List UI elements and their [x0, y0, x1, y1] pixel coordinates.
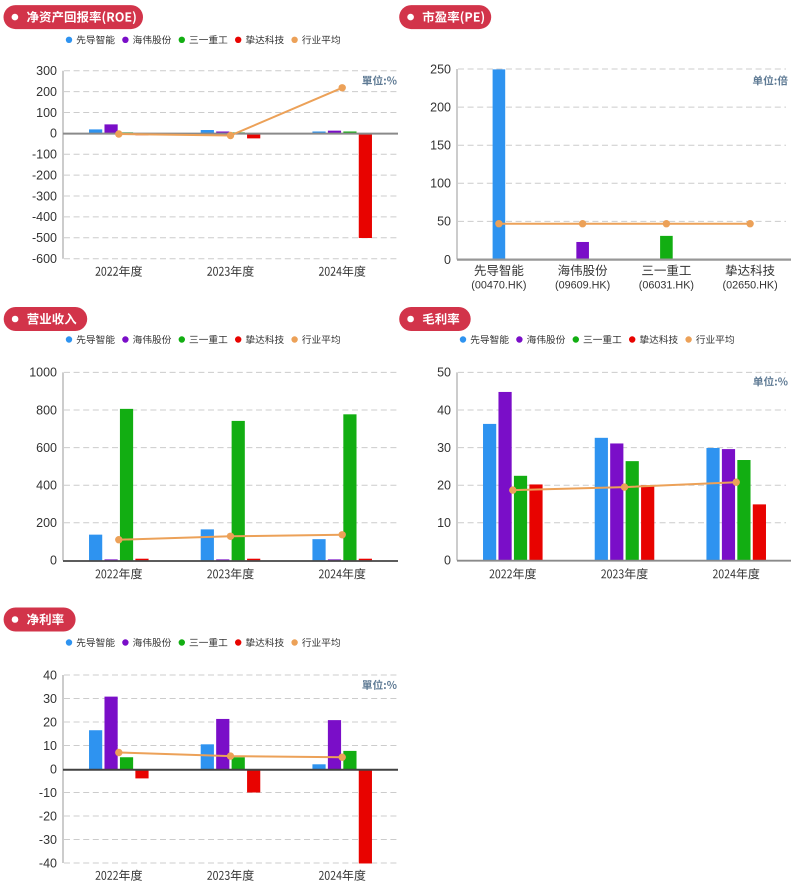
svg-text:100: 100: [430, 177, 451, 191]
svg-text:600: 600: [36, 441, 57, 455]
svg-text:400: 400: [36, 479, 57, 493]
svg-text:50: 50: [437, 366, 451, 380]
svg-text:800: 800: [36, 403, 57, 417]
svg-text:10: 10: [43, 739, 57, 753]
svg-text:0: 0: [50, 554, 57, 568]
svg-text:20: 20: [43, 715, 57, 729]
svg-text:50: 50: [437, 215, 451, 229]
svg-text:(02650.HK): (02650.HK): [722, 280, 777, 292]
svg-text:0: 0: [444, 253, 451, 267]
svg-text:10: 10: [437, 516, 451, 530]
svg-text:200: 200: [36, 516, 57, 530]
svg-text:30: 30: [437, 441, 451, 455]
svg-text:250: 250: [430, 62, 451, 76]
svg-text:-600: -600: [32, 252, 57, 266]
svg-text:-300: -300: [32, 189, 57, 203]
svg-text:40: 40: [437, 403, 451, 417]
svg-text:(09609.HK): (09609.HK): [555, 280, 610, 292]
svg-text:150: 150: [430, 139, 451, 153]
svg-text:200: 200: [36, 85, 57, 99]
svg-text:-200: -200: [32, 168, 57, 182]
svg-text:(06031.HK): (06031.HK): [639, 280, 694, 292]
svg-text:0: 0: [444, 554, 451, 568]
svg-text:-30: -30: [39, 833, 57, 847]
svg-text:-40: -40: [39, 856, 57, 870]
svg-text:-20: -20: [39, 809, 57, 823]
svg-text:100: 100: [36, 106, 57, 120]
svg-text:1000: 1000: [29, 366, 57, 380]
svg-text:-400: -400: [32, 210, 57, 224]
svg-text:-100: -100: [32, 148, 57, 162]
svg-text:200: 200: [430, 100, 451, 114]
svg-text:0: 0: [50, 127, 57, 141]
svg-text:40: 40: [43, 668, 57, 682]
svg-text:(00470.HK): (00470.HK): [471, 280, 526, 292]
svg-text:-500: -500: [32, 231, 57, 245]
svg-text:-10: -10: [39, 786, 57, 800]
svg-text:300: 300: [36, 64, 57, 78]
svg-text:20: 20: [437, 479, 451, 493]
svg-text:0: 0: [50, 762, 57, 776]
svg-text:30: 30: [43, 692, 57, 706]
